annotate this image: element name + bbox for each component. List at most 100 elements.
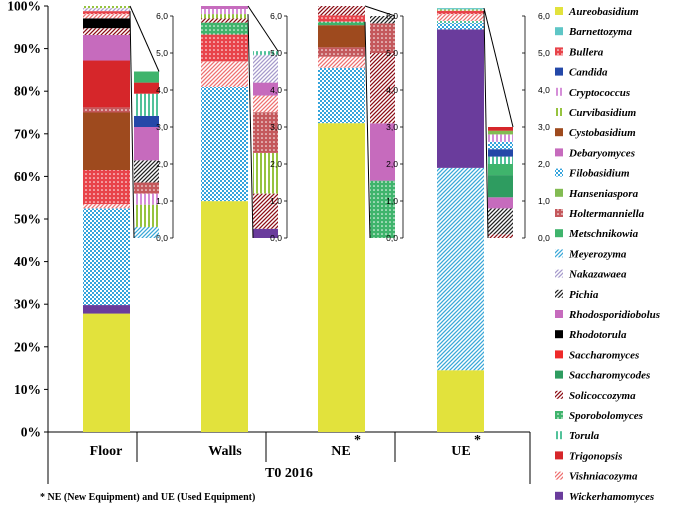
legend-item-vishniacozyma: Vishniacozyma xyxy=(555,471,638,483)
inset-axis-ne: 0,0 1,0 2,0 3,0 4,0 5,0 6,0 xyxy=(386,11,404,243)
inset-segment-debaryomyces xyxy=(253,82,278,96)
legend-label: Cryptococcus xyxy=(569,87,630,99)
inset-segment-pichia xyxy=(370,16,395,24)
bar-segment-debaryomyces xyxy=(83,34,130,61)
inset-tick-label: 6,0 xyxy=(386,11,398,21)
zoom-connector xyxy=(247,5,279,52)
bar-segment-aureobasidium xyxy=(437,370,484,432)
legend-label: Bullera xyxy=(568,46,604,58)
bar-segment-barnettozyma xyxy=(437,8,484,10)
group-label-floor: Floor xyxy=(90,444,123,459)
inset-tick-label: 2,0 xyxy=(538,159,550,169)
zoom-connector xyxy=(247,14,254,239)
bar-segment-wickerhamomyces xyxy=(437,29,484,168)
inset-segment-hanseniaspora xyxy=(488,130,513,135)
bar-segment-cystobasidium xyxy=(318,25,365,48)
inset-tick-label: 5,0 xyxy=(270,48,282,58)
legend-label: Rhodosporidiobolus xyxy=(568,309,660,321)
legend-label: Holtermanniella xyxy=(568,208,645,220)
bar-segment-solicoccozyma xyxy=(201,18,248,23)
legend-item-rhodotorula: Rhodotorula xyxy=(555,329,627,341)
group-label-ne-asterisk: * xyxy=(354,433,361,448)
inset-tick-label: 2,0 xyxy=(156,159,168,169)
inset-tick-label: 5,0 xyxy=(538,48,550,58)
legend-label: Aureobasidium xyxy=(568,6,639,18)
bar-segment-filobasidium xyxy=(437,23,484,30)
inset-segment-solicoccozyma xyxy=(253,193,278,229)
inset-segment-holtermanniella xyxy=(253,112,278,153)
bar-segment-solicoccozyma xyxy=(318,6,365,16)
inset-tick-label: 4,0 xyxy=(538,85,550,95)
legend-label: Trigonopsis xyxy=(569,450,622,462)
inset-tick-label: 4,0 xyxy=(270,85,282,95)
y-tick-label: 60% xyxy=(14,169,41,184)
legend-swatch xyxy=(555,67,563,76)
inset-tick-label: 6,0 xyxy=(270,11,282,21)
y-tick-label: 0% xyxy=(21,425,41,440)
inset-segment-debaryomyces xyxy=(488,197,513,209)
bar-group-floor xyxy=(83,5,160,432)
inset-axis-floor: 0,0 1,0 2,0 3,0 4,0 5,0 6,0 xyxy=(156,11,174,243)
inset-tick-label: 5,0 xyxy=(386,48,398,58)
bar-segment-vishniacozyma xyxy=(318,56,365,68)
legend-swatch xyxy=(555,310,563,318)
footnote: * NE (New Equipment) and UE (Used Equipm… xyxy=(40,492,255,503)
y-tick-label: 40% xyxy=(14,254,41,269)
legend-swatch xyxy=(555,229,563,238)
legend-item-candida: Candida xyxy=(555,67,608,79)
bar-segment-meyerozyma xyxy=(437,167,484,371)
legend-swatch xyxy=(555,411,563,419)
legend-swatch xyxy=(555,471,563,480)
legend-item-cystobasidium: Cystobasidium xyxy=(555,127,636,139)
legend-item-metschnikowia: Metschnikowia xyxy=(555,228,639,240)
y-tick-label: 50% xyxy=(14,212,41,227)
legend-item-holtermanniella: Holtermanniella xyxy=(555,208,645,220)
inset-segment-debaryomyces xyxy=(370,123,395,181)
legend-swatch xyxy=(555,128,563,137)
inset-axis-walls: 0,0 1,0 2,0 3,0 4,0 5,0 6,0 xyxy=(270,11,288,243)
inset-tick-label: 0,0 xyxy=(270,233,282,243)
legend-item-rhodosporidiobolus: Rhodosporidiobolus xyxy=(555,309,660,321)
inset-tick-label: 0,0 xyxy=(156,233,168,243)
inset-segment-holtermanniella xyxy=(134,182,159,194)
legend-swatch xyxy=(555,390,563,399)
legend-swatch xyxy=(555,431,563,440)
y-tick-label: 10% xyxy=(14,382,41,397)
inset-segment-pichia xyxy=(134,160,159,183)
y-tick-label: 80% xyxy=(14,84,41,99)
legend-swatch xyxy=(555,269,563,278)
zoom-connector xyxy=(483,8,514,128)
bar-segment-vishniacozyma xyxy=(437,14,484,21)
bar-segment-bullera xyxy=(437,10,484,15)
legend-item-solicoccozyma: Solicoccozyma xyxy=(555,390,636,402)
inset-segment-metschnikowia xyxy=(134,71,159,83)
legend-item-cryptococcus: Cryptococcus xyxy=(555,87,630,99)
y-tick-label: 70% xyxy=(14,126,41,141)
inset-tick-label: 4,0 xyxy=(386,85,398,95)
inset-segment-cryptococcus xyxy=(134,193,159,205)
inset-tick-label: 1,0 xyxy=(538,196,550,206)
bar-segment-vishniacozyma xyxy=(83,204,130,209)
legend-swatch xyxy=(555,209,563,217)
legend-item-trigonopsis: Trigonopsis xyxy=(555,450,622,462)
legend-swatch xyxy=(555,87,563,96)
legend-label: Torula xyxy=(569,430,600,442)
bar-segment-bullera xyxy=(83,11,130,15)
inset-segment-candida xyxy=(134,115,159,127)
legend-swatch xyxy=(555,27,563,36)
inset-tick-label: 3,0 xyxy=(156,122,168,132)
legend-label: Filobasidium xyxy=(568,168,630,180)
legend-label: Solicoccozyma xyxy=(569,390,636,402)
bar-segment-aureobasidium xyxy=(318,123,365,433)
legend-label: Cystobasidium xyxy=(569,127,636,139)
bar-segment-cystobasidium xyxy=(83,112,130,171)
legend-label: Saccharomyces xyxy=(569,349,639,361)
legend-item-nakazawaea: Nakazawaea xyxy=(555,269,627,281)
legend-item-curvibasidium: Curvibasidium xyxy=(555,107,637,119)
legend-item-aureobasidium: Aureobasidium xyxy=(555,6,639,18)
zoom-connector xyxy=(364,5,396,17)
inset-segment-holtermanniella xyxy=(370,23,395,53)
legend: Aureobasidium Barnettozyma Bullera Candida C… xyxy=(555,6,660,503)
inset-segment-torula xyxy=(134,93,159,116)
legend-label: Vishniacozyma xyxy=(569,471,638,483)
